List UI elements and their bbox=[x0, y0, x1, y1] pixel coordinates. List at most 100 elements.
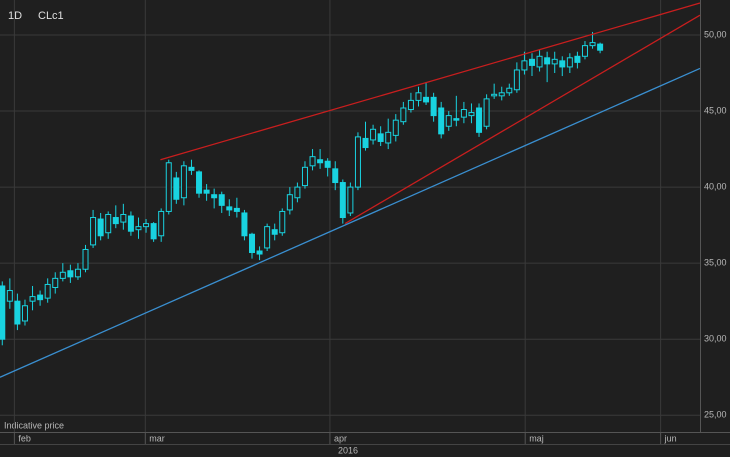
candle-body bbox=[105, 213, 112, 234]
candle-body bbox=[218, 194, 225, 206]
candle-body bbox=[226, 206, 233, 211]
candle-body bbox=[135, 226, 142, 231]
candle-body bbox=[339, 182, 346, 219]
candle-body bbox=[347, 186, 354, 214]
candle-body bbox=[574, 55, 581, 63]
candle-body bbox=[354, 136, 361, 188]
candle-body bbox=[158, 210, 165, 237]
y-tick-label: 35,00 bbox=[704, 258, 727, 268]
candle-body bbox=[529, 58, 535, 66]
candle-body bbox=[566, 57, 573, 68]
candle-body bbox=[97, 218, 104, 237]
candle-body bbox=[52, 277, 59, 288]
candle-body bbox=[324, 160, 331, 168]
candle-body bbox=[203, 189, 210, 194]
symbol: CLc1 bbox=[38, 10, 64, 22]
candle-body bbox=[59, 271, 66, 279]
y-tick-label: 25,00 bbox=[704, 410, 727, 420]
candle-body bbox=[21, 305, 28, 322]
candle-body bbox=[120, 213, 127, 223]
candle-body bbox=[309, 156, 316, 167]
candle-body bbox=[143, 223, 150, 228]
candle-body bbox=[460, 109, 467, 118]
candle-body bbox=[294, 186, 301, 199]
candle-body bbox=[165, 162, 172, 212]
trendline bbox=[344, 14, 701, 225]
candle-body bbox=[491, 93, 498, 97]
candle-body bbox=[506, 87, 513, 94]
y-tick-label: 45,00 bbox=[704, 105, 727, 115]
candle-body bbox=[544, 57, 551, 65]
candle-body bbox=[332, 168, 339, 184]
candle-body bbox=[430, 96, 437, 117]
candle-body bbox=[362, 137, 369, 149]
candle-body bbox=[589, 42, 596, 47]
candle-body bbox=[6, 290, 13, 302]
candle-body bbox=[468, 112, 475, 117]
candle-body bbox=[271, 229, 278, 235]
candle-body bbox=[211, 194, 218, 199]
candle-body bbox=[150, 223, 157, 240]
candle-body bbox=[256, 250, 263, 255]
candle-body bbox=[513, 69, 520, 91]
candle-body bbox=[498, 92, 505, 97]
candle-body bbox=[233, 207, 240, 212]
candle-body bbox=[581, 45, 588, 57]
x-tick-label: apr bbox=[334, 433, 347, 443]
candle-body bbox=[377, 133, 384, 142]
candle-body bbox=[453, 118, 460, 121]
candle-body bbox=[415, 92, 422, 101]
candle-body bbox=[188, 166, 195, 171]
candle-body bbox=[370, 128, 377, 141]
year-label: 2016 bbox=[338, 445, 358, 455]
candle-body bbox=[0, 285, 6, 340]
candle-body bbox=[521, 60, 528, 71]
candle-body bbox=[400, 107, 407, 123]
y-tick-label: 40,00 bbox=[704, 181, 727, 191]
x-tick-label: mar bbox=[149, 433, 165, 443]
candle-body bbox=[44, 283, 51, 299]
candle-body bbox=[279, 210, 286, 234]
x-tick-label: maj bbox=[529, 433, 544, 443]
candle-body bbox=[249, 233, 255, 254]
candle-body bbox=[385, 131, 392, 144]
candle-body bbox=[438, 107, 445, 135]
candle-body bbox=[90, 217, 97, 246]
candle-body bbox=[180, 165, 187, 199]
candle-body bbox=[445, 115, 452, 127]
candle-body bbox=[173, 177, 180, 200]
candle-body bbox=[37, 294, 44, 301]
candle-body bbox=[14, 300, 21, 325]
candle-body bbox=[407, 99, 414, 111]
candle-body bbox=[536, 55, 543, 68]
y-tick-label: 50,00 bbox=[704, 29, 727, 39]
candle-body bbox=[559, 60, 566, 68]
y-tick-label: 30,00 bbox=[704, 334, 727, 344]
trendline bbox=[160, 2, 701, 161]
candle-body bbox=[196, 171, 203, 194]
candle-body bbox=[286, 194, 293, 211]
candle-body bbox=[29, 296, 36, 302]
candle-body bbox=[301, 166, 308, 187]
trendline bbox=[0, 67, 701, 378]
candle-body bbox=[264, 226, 271, 249]
candle-body bbox=[597, 43, 604, 51]
candle-body bbox=[423, 96, 430, 103]
candle-body bbox=[127, 215, 134, 232]
candle-body bbox=[317, 159, 324, 164]
candle-body bbox=[476, 107, 483, 133]
candle-body bbox=[392, 119, 399, 136]
candle-body bbox=[241, 212, 248, 237]
candle-body bbox=[82, 248, 89, 270]
candle-body bbox=[483, 98, 490, 127]
candle-body bbox=[112, 217, 119, 225]
candle-body bbox=[74, 268, 81, 278]
interval: 1D bbox=[8, 10, 22, 22]
candle-body bbox=[67, 270, 74, 278]
candle-body bbox=[551, 58, 558, 65]
x-tick-label: jun bbox=[664, 433, 677, 443]
x-tick-label: feb bbox=[18, 433, 31, 443]
note: Indicative price bbox=[4, 420, 64, 430]
